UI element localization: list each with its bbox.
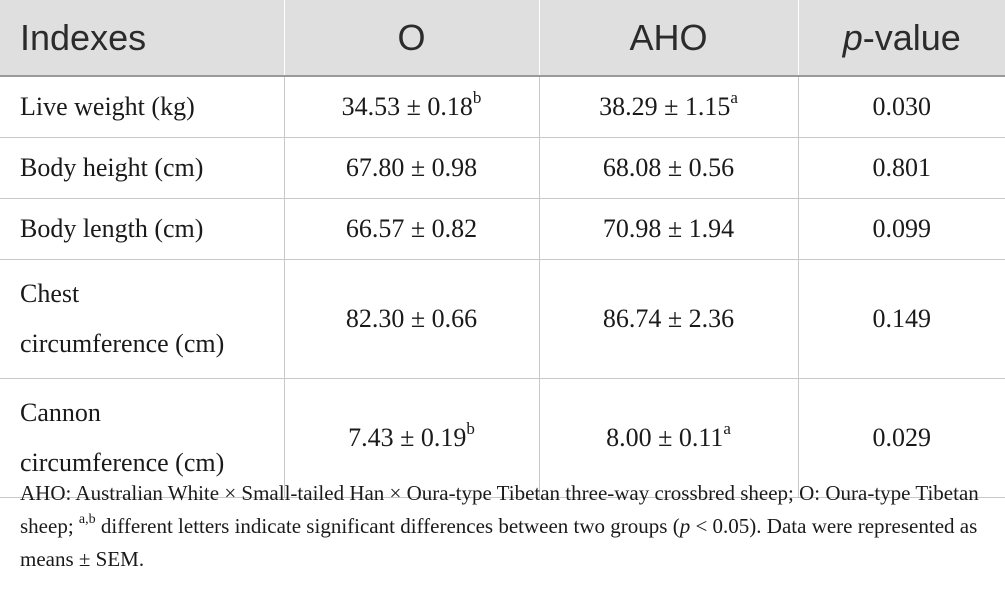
index-line-2: circumference (cm) xyxy=(20,448,225,477)
table-row: Live weight (kg) 34.53 ± 0.18b 38.29 ± 1… xyxy=(0,76,1005,138)
index-line-1: Chest xyxy=(20,279,80,308)
table-body: Live weight (kg) 34.53 ± 0.18b 38.29 ± 1… xyxy=(0,76,1005,498)
aho-sup: a xyxy=(730,88,738,108)
aho-cell: 70.98 ± 1.94 xyxy=(538,198,798,260)
p-cell: 0.099 xyxy=(797,198,1005,260)
header-p-rest: -value xyxy=(862,16,961,58)
index-cell: Chest circumference (cm) xyxy=(0,259,284,379)
footnote-part-2: different letters indicate significant d… xyxy=(95,514,680,538)
header-indexes: Indexes xyxy=(0,0,284,77)
o-cell: 66.57 ± 0.82 xyxy=(283,198,539,260)
index-cell: Cannon circumference (cm) xyxy=(0,378,284,498)
p-cell: 0.030 xyxy=(797,76,1005,138)
o-value: 34.53 ± 0.18 xyxy=(341,92,473,121)
index-cell: Body length (cm) xyxy=(0,198,284,260)
header-p-italic: p xyxy=(842,16,863,58)
aho-cell: 8.00 ± 0.11a xyxy=(538,378,798,498)
p-cell: 0.801 xyxy=(797,137,1005,199)
o-cell: 7.43 ± 0.19b xyxy=(283,378,539,498)
o-sup: b xyxy=(466,419,475,439)
table-footnote: AHO: Australian White × Small-tailed Han… xyxy=(20,477,995,576)
header-row: Indexes O AHO p-value xyxy=(0,0,1005,77)
aho-sup: a xyxy=(723,419,731,439)
table-row: Chest circumference (cm) 82.30 ± 0.66 86.… xyxy=(0,259,1005,379)
footnote-part-1: AHO: Australian White × Small-tailed Han… xyxy=(20,481,979,538)
p-cell: 0.149 xyxy=(797,259,1005,379)
header-o: O xyxy=(283,0,539,77)
footnote-part-3: < 0.05). Data were represented as means … xyxy=(20,514,978,571)
index-cell: Body height (cm) xyxy=(0,137,284,199)
table-row: Cannon circumference (cm) 7.43 ± 0.19b 8.… xyxy=(0,378,1005,498)
table-row: Body height (cm) 67.80 ± 0.98 68.08 ± 0.… xyxy=(0,137,1005,199)
aho-cell: 68.08 ± 0.56 xyxy=(538,137,798,199)
table-header: Indexes O AHO p-value xyxy=(0,0,1005,77)
index-line-1: Cannon xyxy=(20,398,101,427)
aho-value: 8.00 ± 0.11 xyxy=(606,423,724,452)
p-cell: 0.029 xyxy=(797,378,1005,498)
header-p-value: p-value xyxy=(797,0,1005,77)
index-line-2: circumference (cm) xyxy=(20,329,225,358)
data-table: Indexes O AHO p-value Live weight (kg) 3… xyxy=(0,0,1005,498)
footnote-sup: a,b xyxy=(78,512,96,527)
o-value: 7.43 ± 0.19 xyxy=(348,423,467,452)
aho-cell: 86.74 ± 2.36 xyxy=(538,259,798,379)
o-cell: 82.30 ± 0.66 xyxy=(283,259,539,379)
table-row: Body length (cm) 66.57 ± 0.82 70.98 ± 1.… xyxy=(0,198,1005,260)
header-aho: AHO xyxy=(538,0,798,77)
aho-value: 38.29 ± 1.15 xyxy=(599,92,731,121)
o-sup: b xyxy=(472,88,482,108)
footnote-p-italic: p xyxy=(679,514,691,538)
index-cell: Live weight (kg) xyxy=(0,76,284,138)
o-cell: 34.53 ± 0.18b xyxy=(283,76,539,138)
aho-cell: 38.29 ± 1.15a xyxy=(538,76,798,138)
o-cell: 67.80 ± 0.98 xyxy=(283,137,539,199)
